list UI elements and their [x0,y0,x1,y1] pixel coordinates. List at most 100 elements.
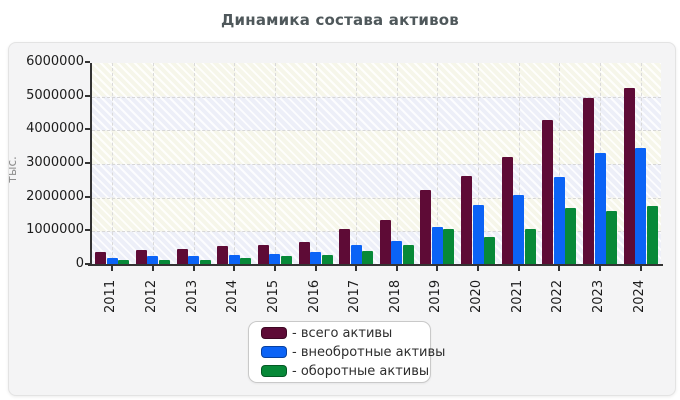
bar-внеобротные-активы-2018 [391,241,403,265]
bar-оборотные-активы-2016 [321,254,333,265]
x-tick [517,266,520,271]
y-tick-label: 6000000 [26,54,84,69]
y-tick [85,229,90,232]
legend-label: - оборотные активы [292,363,430,379]
x-tick [639,266,642,271]
y-tick-label: 2000000 [26,188,84,204]
y-tick [85,195,90,198]
y-tick-label: 3000000 [26,155,84,170]
y-tick [85,263,90,265]
bar-всего-активы-2011 [95,251,107,265]
bar-оборотные-активы-2023 [606,211,618,265]
bar-оборотные-активы-2011 [118,259,130,265]
x-tick-label: 2012 [143,279,159,313]
bar-внеобротные-активы-2023 [594,152,606,265]
x-tick-label: 2022 [550,279,566,313]
x-tick [233,266,236,271]
y-tick-label: 5000000 [26,87,84,103]
bar-внеобротные-активы-2014 [228,254,240,265]
bar-оборотные-активы-2014 [240,257,252,265]
bar-внеобротные-активы-2020 [472,204,484,265]
bar-оборотные-активы-2015 [280,256,292,265]
x-tick-label: 2011 [103,279,119,313]
y-axis-title: тыс. [5,156,19,183]
legend-label: - всего активы [292,325,393,341]
bar-внеобротные-активы-2021 [513,195,525,265]
y-tick [85,61,90,63]
bar-внеобротные-активы-2017 [350,245,362,265]
legend-item: - оборотные активы [261,364,430,379]
bar-оборотные-активы-2022 [565,208,577,265]
bar-внеобротные-активы-2019 [431,226,443,265]
bar-всего-активы-2013 [176,248,188,265]
x-tick [436,266,439,271]
bar-оборотные-активы-2017 [362,250,374,265]
legend: - всего активы - внеобротные активы - обор… [248,321,445,383]
x-tick [355,266,358,271]
bar-всего-активы-2020 [461,176,473,265]
legend-item: - внеобротные активы [261,345,445,360]
bar-оборотные-активы-2021 [524,228,536,265]
bar-внеобротные-активы-2016 [310,252,322,265]
bar-внеобротные-активы-2011 [106,258,118,265]
x-tick-label: 2020 [469,279,485,313]
y-tick [85,94,90,97]
x-tick [151,266,154,271]
x-tick-label: 2015 [265,279,281,313]
bar-всего-активы-2015 [257,244,269,265]
y-tick-label: 1000000 [26,222,84,238]
x-tick-label: 2016 [306,279,322,313]
y-tick [85,162,90,164]
bar-всего-активы-2018 [379,220,391,265]
y-axis-line [90,63,92,266]
bar-всего-активы-2012 [135,249,147,265]
y-tick-label: 4000000 [26,121,84,137]
bar-всего-активы-2017 [339,229,351,265]
bar-внеобротные-активы-2015 [269,253,281,265]
x-tick [273,266,276,271]
x-tick [111,266,114,271]
legend-swatch [261,365,287,377]
bar-оборотные-активы-2019 [443,228,455,265]
bar-всего-активы-2014 [217,246,229,265]
bar-оборотные-активы-2020 [484,237,496,265]
horizontal-gridline [92,231,661,233]
x-tick [477,266,480,271]
horizontal-gridline [92,96,661,98]
x-tick-label: 2024 [631,279,647,313]
x-tick [192,266,195,271]
x-tick-label: 2013 [184,279,200,313]
bar-всего-активы-2023 [583,98,595,265]
bar-всего-активы-2022 [542,119,554,265]
horizontal-gridline [92,164,661,165]
legend-item: - всего активы [261,326,430,341]
bar-всего-активы-2016 [298,242,310,265]
x-tick-label: 2014 [225,279,241,313]
legend-label: - внеобротные активы [292,344,446,360]
horizontal-gridline [92,197,661,199]
x-tick-label: 2023 [591,279,607,313]
x-axis-line [88,264,663,266]
x-tick [395,266,398,271]
bar-внеобротные-активы-2022 [553,176,565,265]
chart-title: Динамика состава активов [221,11,459,29]
x-tick [558,266,561,271]
bar-всего-активы-2021 [501,157,513,265]
x-tick-label: 2019 [428,279,444,313]
x-tick-label: 2021 [509,279,525,313]
y-tick-label: 0 [75,256,84,271]
x-tick [314,266,317,271]
bar-оборотные-активы-2013 [199,259,211,265]
horizontal-gridline [92,130,661,132]
y-tick [85,128,90,131]
bar-оборотные-активы-2012 [158,260,170,265]
legend-swatch [261,346,287,358]
bar-всего-активы-2019 [420,189,432,265]
x-tick [599,266,602,271]
bar-внеобротные-активы-2012 [147,255,159,265]
bar-внеобротные-активы-2024 [635,147,647,265]
bar-оборотные-активы-2024 [646,205,658,265]
x-tick-label: 2018 [387,279,403,313]
plot-area [92,63,661,265]
